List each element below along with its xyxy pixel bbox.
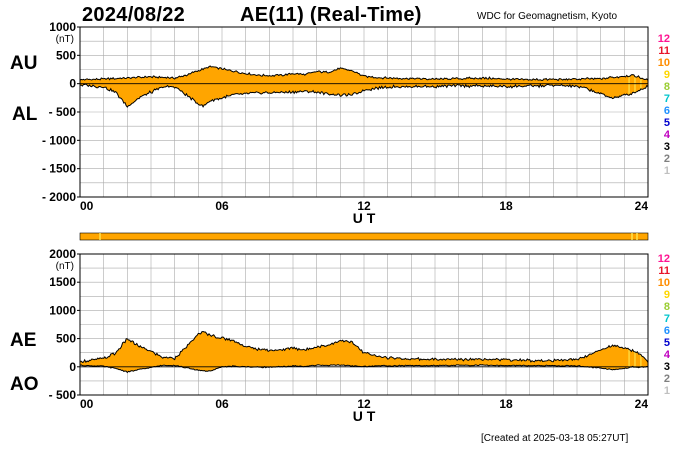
x-tick-label: 18 — [499, 199, 513, 213]
al-label: AL — [12, 104, 38, 125]
x-tick-label: 24 — [635, 199, 649, 213]
activity-level-scale-bottom: 12 11 10 9 8 7 6 5 4 3 2 1 — [640, 253, 670, 397]
y-tick-label: - 1000 — [42, 133, 76, 147]
al-series-line — [79, 83, 649, 108]
level-8-label: 8 — [663, 81, 670, 93]
level-2-label: 2 — [663, 373, 670, 385]
index-title: AE(11) (Real-Time) — [240, 4, 422, 26]
y-unit-label: (nT) — [56, 261, 74, 272]
level-7-label: 7 — [663, 313, 670, 325]
level-7-label: 7 — [663, 93, 670, 105]
level-4-label: 4 — [663, 129, 670, 141]
activity-level-scale-top: 12 11 10 9 8 7 6 5 4 3 2 1 — [640, 33, 670, 177]
ae-ao-filled-area — [80, 331, 648, 373]
y-tick-label: - 500 — [49, 105, 77, 119]
ao-label: AO — [10, 374, 39, 395]
y-tick-label: 500 — [56, 48, 76, 62]
au-label: AU — [10, 53, 38, 74]
au-al-panel: 1000 500 0 - 500 - 1000 - 1500 - 2000 (nT) 00 06 1… — [42, 20, 649, 226]
y-tick-label: 0 — [69, 360, 76, 374]
level-3-label: 3 — [663, 361, 670, 373]
level-3-label: 3 — [663, 141, 670, 153]
ao-series-line — [79, 364, 648, 374]
x-axis-label: U T — [353, 408, 376, 424]
created-timestamp: [Created at 2025-03-18 05:27UT] — [481, 433, 629, 444]
y-tick-label: - 1500 — [42, 162, 76, 176]
level-6-label: 6 — [663, 105, 670, 117]
y-tick-label: - 2000 — [42, 190, 76, 204]
level-2-label: 2 — [663, 153, 670, 165]
y-tick-label: - 500 — [49, 388, 77, 402]
level-10-label: 10 — [657, 277, 670, 289]
x-tick-label: 12 — [357, 199, 371, 213]
x-tick-label: 00 — [80, 199, 94, 213]
level-6-label: 6 — [663, 325, 670, 337]
data-source: WDC for Geomagnetism, Kyoto — [477, 11, 618, 22]
au-al-filled-area — [80, 66, 648, 108]
level-12-label: 12 — [657, 253, 670, 265]
x-axis-label: U T — [353, 210, 376, 226]
y-tick-label: 500 — [56, 332, 76, 346]
level-11-label: 11 — [658, 45, 670, 57]
au-series-line — [79, 65, 649, 82]
ae-ao-panel: 2000 1500 1000 500 0 - 500 (nT) 00 06 12 18 24 U T — [49, 247, 649, 424]
date-title: 2024/08/22 — [82, 4, 186, 26]
x-tick-label: 06 — [215, 397, 229, 411]
level-10-label: 10 — [657, 57, 670, 69]
x-tick-label: 24 — [635, 397, 649, 411]
level-1-label: 1 — [663, 385, 670, 397]
level-12-label: 12 — [657, 33, 670, 45]
ae-series-line — [80, 330, 649, 364]
ae-ao-frame — [79, 253, 649, 396]
level-1-label: 1 — [663, 165, 670, 177]
y-tick-label: 2000 — [49, 247, 76, 261]
level-5-label: 5 — [663, 117, 670, 129]
x-tick-label: 12 — [357, 397, 371, 411]
level-9-label: 9 — [663, 289, 670, 301]
x-tick-label: 06 — [215, 199, 229, 213]
ae-label: AE — [10, 330, 37, 351]
y-tick-label: 1500 — [49, 275, 76, 289]
y-tick-label: 1000 — [49, 20, 76, 34]
x-tick-label: 00 — [80, 397, 94, 411]
y-tick-label: 0 — [69, 77, 76, 91]
level-5-label: 5 — [663, 337, 670, 349]
level-11-label: 11 — [658, 265, 670, 277]
status-bar-fill — [79, 232, 649, 241]
y-unit-label: (nT) — [56, 34, 74, 45]
level-4-label: 4 — [663, 349, 670, 361]
status-bar — [79, 232, 649, 241]
x-tick-label: 18 — [499, 397, 513, 411]
y-tick-label: 1000 — [49, 303, 76, 317]
level-9-label: 9 — [663, 69, 670, 81]
level-8-label: 8 — [663, 301, 670, 313]
